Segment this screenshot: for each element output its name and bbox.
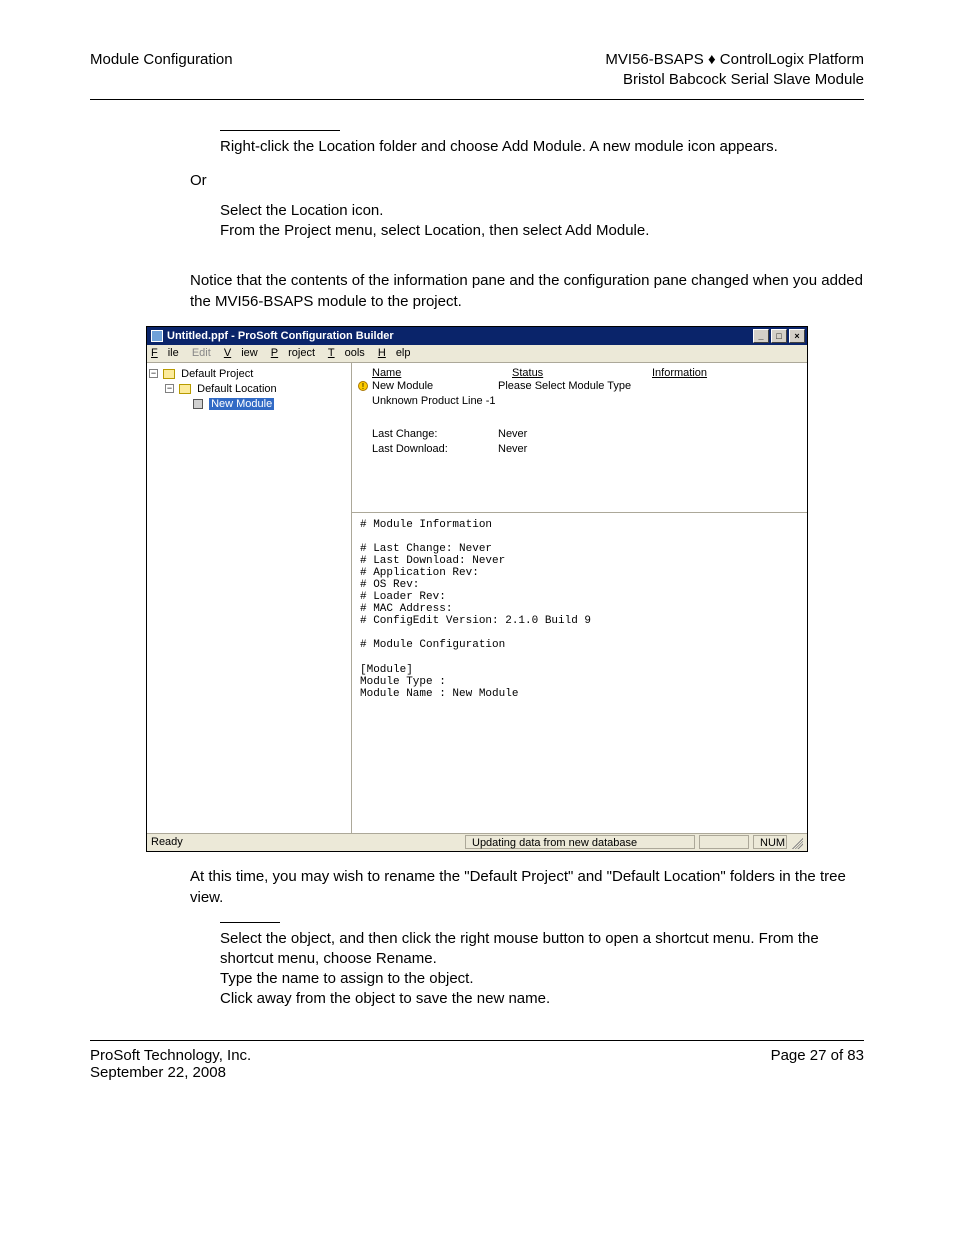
or-label: Or — [190, 171, 864, 191]
page-header: Module Configuration MVI56-BSAPS ♦ Contr… — [90, 50, 864, 91]
info-lastchange: Last Change: Never — [358, 427, 801, 442]
header-right-line2: Bristol Babcock Serial Slave Module — [605, 70, 864, 90]
info-row-2: Unknown Product Line -1 — [358, 394, 801, 409]
status-num: NUM — [753, 835, 787, 849]
module-icon — [193, 399, 203, 409]
header-rule — [90, 99, 864, 100]
window-title: Untitled.ppf - ProSoft Configuration Bui… — [167, 330, 394, 342]
lastdownload-label: Last Download: — [372, 442, 498, 457]
footer-page: Page 27 of 83 — [771, 1047, 864, 1081]
info-hdr-name: Name — [372, 367, 512, 379]
page-footer: ProSoft Technology, Inc. September 22, 2… — [90, 1040, 864, 1081]
expand-icon[interactable]: − — [149, 369, 158, 378]
menu-project[interactable]: Project — [271, 347, 315, 359]
tree-module-label: New Module — [209, 398, 274, 410]
page: Module Configuration MVI56-BSAPS ♦ Contr… — [0, 0, 954, 1121]
tree-root-label: Default Project — [181, 368, 253, 380]
header-right-line1: MVI56-BSAPS ♦ ControlLogix Platform — [605, 50, 864, 70]
lastchange-label: Last Change: — [372, 427, 498, 442]
resize-grip-icon[interactable] — [789, 835, 803, 849]
menubar: File Edit View Project Tools Help — [147, 345, 807, 363]
header-right: MVI56-BSAPS ♦ ControlLogix Platform Bris… — [605, 50, 864, 91]
status-ready: Ready — [151, 836, 461, 848]
folder-icon — [163, 369, 175, 379]
app-icon — [151, 330, 163, 342]
tree-module[interactable]: New Module — [149, 397, 349, 412]
menu-file[interactable]: File — [151, 347, 179, 359]
client-area: − Default Project − Default Location New… — [147, 363, 807, 833]
menu-tools[interactable]: Tools — [328, 347, 365, 359]
expand-icon[interactable]: − — [165, 384, 174, 393]
menu-help[interactable]: Help — [378, 347, 411, 359]
info-row-1: ! New Module Please Select Module Type — [358, 379, 801, 394]
right-pane: Name Status Information ! New Module Ple… — [352, 363, 807, 833]
titlebar[interactable]: Untitled.ppf - ProSoft Configuration Bui… — [147, 327, 807, 345]
rename-steps: Select the object, and then click the ri… — [220, 929, 864, 1010]
tree-location[interactable]: − Default Location — [149, 382, 349, 397]
header-left: Module Configuration — [90, 50, 233, 91]
tree-root[interactable]: − Default Project — [149, 367, 349, 382]
body-content: Right-click the Location folder and choo… — [140, 130, 864, 312]
status-empty — [699, 835, 749, 849]
notice-paragraph: Notice that the contents of the informat… — [190, 270, 864, 312]
rename-step-1: Select the object, and then click the ri… — [220, 929, 864, 970]
info-header: Name Status Information — [358, 367, 801, 379]
info-hdr-status: Status — [512, 367, 652, 379]
step-b: Select the Location icon. From the Proje… — [220, 201, 864, 242]
body-content-2: At this time, you may wish to rename the… — [140, 866, 864, 1010]
menu-edit: Edit — [192, 347, 211, 359]
step-b-line1: Select the Location icon. — [220, 201, 864, 221]
rename-step-3: Click away from the object to save the n… — [220, 989, 864, 1009]
footer-company: ProSoft Technology, Inc. — [90, 1047, 251, 1064]
info-row2-name: Unknown Product Line -1 — [372, 394, 638, 409]
footer-left: ProSoft Technology, Inc. September 22, 2… — [90, 1047, 251, 1081]
info-hdr-information: Information — [652, 367, 707, 379]
rename-step-2: Type the name to assign to the object. — [220, 969, 864, 989]
info-lastdownload: Last Download: Never — [358, 442, 801, 457]
folder-icon — [179, 384, 191, 394]
maximize-button[interactable]: □ — [771, 329, 787, 343]
footer-date: September 22, 2008 — [90, 1064, 251, 1081]
status-db: Updating data from new database — [465, 835, 695, 849]
rule-2 — [220, 922, 280, 923]
tree-pane[interactable]: − Default Project − Default Location New… — [147, 363, 352, 833]
close-button[interactable]: × — [789, 329, 805, 343]
rule-1 — [220, 130, 340, 131]
info-row1-name: New Module — [372, 379, 498, 394]
step-a: Right-click the Location folder and choo… — [220, 137, 864, 157]
info-row1-status: Please Select Module Type — [498, 379, 638, 394]
warning-icon: ! — [358, 381, 368, 391]
lastdownload-value: Never — [498, 442, 638, 457]
statusbar: Ready Updating data from new database NU… — [147, 833, 807, 851]
step-b-line2: From the Project menu, select Location, … — [220, 221, 864, 241]
lastchange-value: Never — [498, 427, 638, 442]
after-paragraph: At this time, you may wish to rename the… — [190, 866, 864, 908]
minimize-button[interactable]: _ — [753, 329, 769, 343]
tree-location-label: Default Location — [197, 383, 277, 395]
app-window: Untitled.ppf - ProSoft Configuration Bui… — [146, 326, 808, 852]
config-pane: # Module Information # Last Change: Neve… — [352, 513, 807, 833]
info-pane: Name Status Information ! New Module Ple… — [352, 363, 807, 513]
menu-view[interactable]: View — [224, 347, 258, 359]
